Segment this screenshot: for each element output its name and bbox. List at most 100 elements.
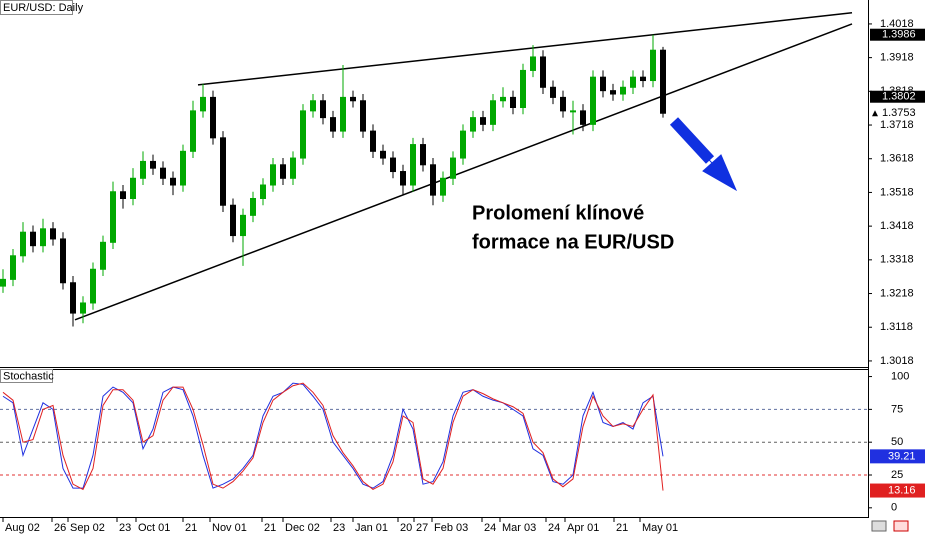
candle-body: [540, 56, 546, 88]
candle-body: [180, 150, 186, 186]
x-tick-label: 26: [54, 522, 66, 534]
y-tick-label: 1.3418: [880, 220, 914, 232]
x-tick-label: 23: [333, 522, 345, 534]
candle-body: [270, 164, 276, 186]
x-tick-label: 23: [119, 522, 131, 534]
candle-body: [570, 110, 576, 113]
candle-body: [120, 191, 126, 199]
candle-body: [50, 228, 56, 240]
value-marker: [870, 449, 925, 464]
candle-body: [10, 255, 16, 280]
value-marker-label: 13.16: [888, 484, 916, 496]
title-box: [0, 0, 73, 15]
candle-body: [130, 177, 136, 199]
y-tick-label: 1.3018: [880, 355, 914, 367]
candle-body: [380, 150, 386, 159]
y-tick-label: 1.3118: [880, 321, 913, 333]
x-tick-label: Apr 01: [567, 522, 599, 534]
candle-body: [550, 86, 556, 98]
price-marker-triangle: [872, 110, 878, 117]
price-marker: [870, 90, 925, 103]
x-tick-label: Feb 03: [434, 522, 468, 534]
candle-body: [360, 100, 366, 132]
trendline: [197, 12, 853, 86]
candle-body: [30, 231, 36, 247]
x-tick-label: 20: [400, 522, 412, 534]
candle-body: [480, 117, 486, 125]
candle-body: [420, 144, 426, 166]
candle-body: [390, 157, 396, 173]
candle-body: [70, 282, 76, 314]
y-tick-label: 100: [891, 370, 909, 382]
value-marker-label: 39.21: [888, 450, 916, 462]
y-tick-label: 1.3918: [880, 52, 914, 64]
x-tick-label: Oct 01: [138, 522, 170, 534]
candle-body: [210, 96, 216, 139]
candle-body: [60, 238, 66, 284]
y-tick-label: 1.4018: [880, 18, 914, 30]
candle-body: [470, 117, 476, 132]
indicator-title: Stochastic: [3, 370, 54, 382]
candle-body: [400, 171, 406, 186]
candle-body: [140, 160, 146, 179]
value-marker: [870, 483, 925, 498]
x-tick-label: Mar 03: [502, 522, 536, 534]
candle-body: [100, 241, 106, 270]
y-tick-label: 1.3718: [880, 119, 914, 131]
y-tick-label: 50: [891, 436, 903, 448]
y-tick-label: 1.3218: [880, 287, 914, 299]
y-tick-label: 25: [891, 469, 903, 481]
annotation: formace na EUR/USD: [472, 231, 674, 253]
candle-body: [110, 191, 116, 243]
icon[interactable]: [893, 520, 909, 532]
price-marker-label: 1.3802: [882, 91, 916, 103]
candle-body: [530, 56, 536, 71]
candle-body: [620, 86, 626, 95]
candle-body: [190, 110, 196, 152]
candle-body: [170, 177, 176, 186]
candle-body: [510, 96, 516, 109]
candle-body: [160, 167, 166, 179]
candle-body: [590, 76, 596, 125]
candle-body: [0, 278, 6, 287]
price-marker: [870, 28, 925, 41]
y-tick-label: 75: [891, 403, 903, 415]
candle-body: [370, 130, 376, 152]
candle-body: [200, 96, 206, 112]
x-tick-label: 21: [616, 522, 628, 534]
x-tick-label: 21: [264, 522, 276, 534]
candle-body: [300, 110, 306, 159]
candle-body: [280, 164, 286, 179]
candle-body: [560, 96, 566, 112]
candle-body: [500, 96, 506, 102]
candle-body: [310, 100, 316, 112]
x-tick-label: May 01: [642, 522, 678, 534]
x-tick-label: 27: [416, 522, 428, 534]
candle-body: [150, 160, 156, 169]
x-tick-label: Aug 02: [5, 522, 40, 534]
candle-body: [250, 197, 256, 216]
price-marker-label: 1.3986: [882, 29, 916, 41]
candle-body: [230, 204, 236, 237]
arrow-shaft: [669, 117, 715, 164]
x-tick-label: Nov 01: [212, 522, 247, 534]
candle-body: [430, 164, 436, 196]
candle-body: [220, 137, 226, 206]
stochastic-line: [2, 382, 664, 489]
candle-body: [320, 100, 326, 119]
x-tick-label: Sep 02: [70, 522, 105, 534]
y-tick-label: 0: [891, 502, 897, 514]
candle-body: [240, 214, 246, 237]
candle-body: [260, 184, 266, 199]
price-marker-label: 1.3753: [882, 107, 916, 119]
candle-body: [450, 157, 456, 179]
price-marker: [870, 107, 925, 120]
trendline: [74, 23, 853, 321]
candle-body: [640, 76, 646, 82]
icon[interactable]: [871, 520, 887, 532]
y-tick-label: 1.3618: [880, 153, 914, 165]
candle-body: [600, 76, 606, 92]
x-tick-label: 24: [484, 522, 496, 534]
